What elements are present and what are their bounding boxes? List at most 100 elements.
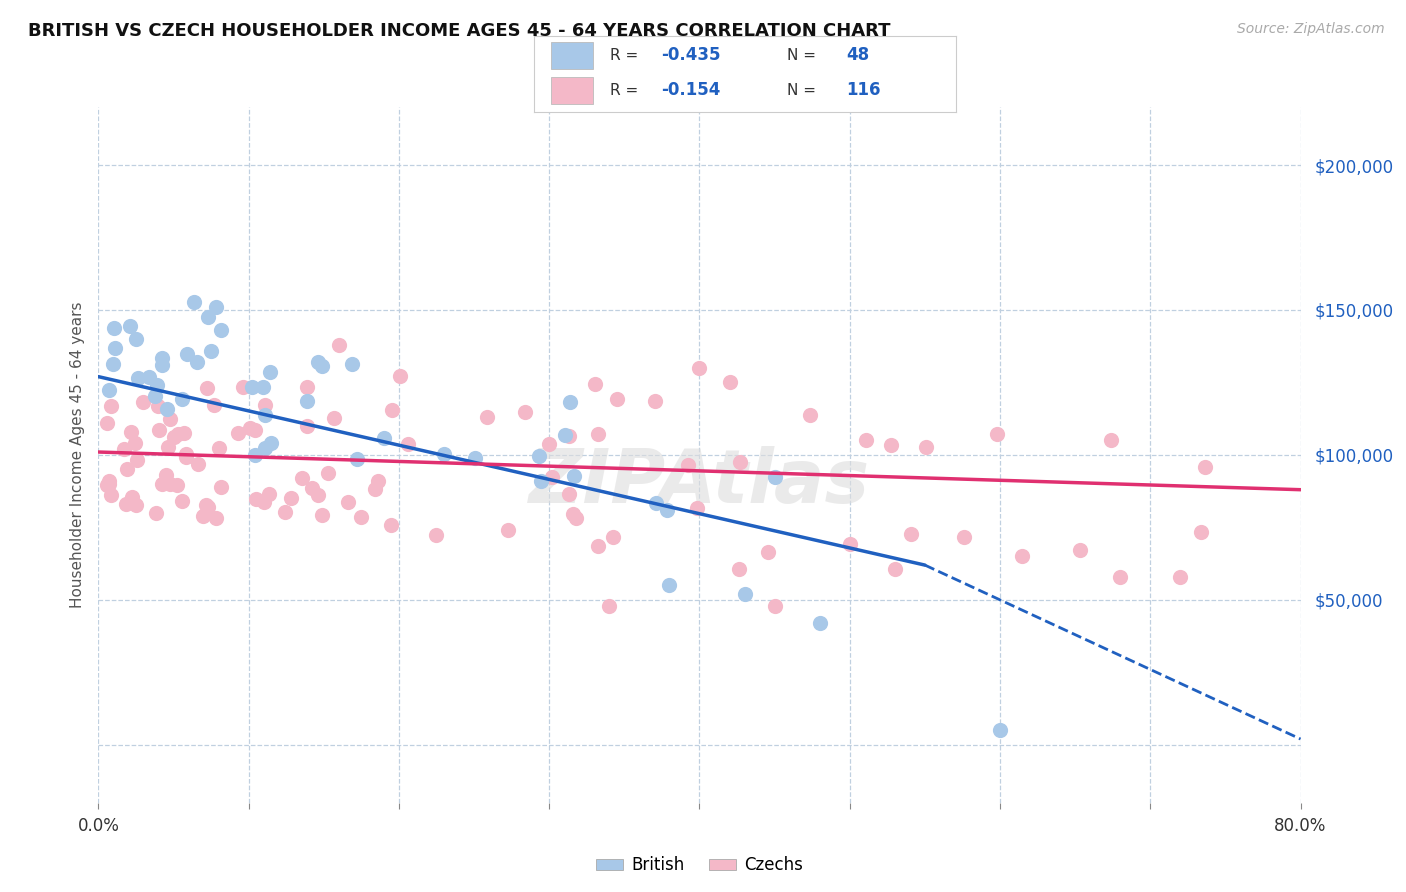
Text: Source: ZipAtlas.com: Source: ZipAtlas.com xyxy=(1237,22,1385,37)
Legend: British, Czechs: British, Czechs xyxy=(596,856,803,874)
Point xyxy=(562,507,585,521)
Point xyxy=(311,508,333,522)
Point xyxy=(988,723,1011,738)
Point xyxy=(328,338,350,352)
Point xyxy=(208,441,231,455)
Point xyxy=(381,403,404,417)
Point xyxy=(195,381,218,395)
Point xyxy=(538,436,561,450)
Text: -0.154: -0.154 xyxy=(661,81,720,99)
Point xyxy=(118,318,141,333)
Point xyxy=(799,408,821,422)
Point xyxy=(163,430,186,444)
Point xyxy=(396,437,419,451)
Point xyxy=(243,423,266,437)
Point xyxy=(541,470,564,484)
Point xyxy=(562,468,585,483)
Point xyxy=(527,449,550,463)
Point xyxy=(148,423,170,437)
Point xyxy=(254,408,277,422)
Point xyxy=(291,471,314,485)
Point xyxy=(513,405,536,419)
Point xyxy=(588,539,610,553)
Point xyxy=(883,562,905,576)
Point xyxy=(202,398,225,412)
Point xyxy=(103,357,125,371)
Point xyxy=(301,481,323,495)
Point xyxy=(1099,434,1122,448)
Point xyxy=(657,502,679,516)
Point xyxy=(763,470,786,484)
Point xyxy=(138,370,160,384)
Text: R =: R = xyxy=(610,48,644,63)
Point xyxy=(170,494,193,508)
Text: N =: N = xyxy=(787,48,821,63)
Point xyxy=(685,500,707,515)
Point xyxy=(295,419,318,434)
Point xyxy=(183,295,205,310)
Point xyxy=(763,599,786,613)
Point xyxy=(953,530,976,544)
Point xyxy=(558,487,581,501)
Text: 116: 116 xyxy=(846,81,882,99)
Point xyxy=(808,615,831,630)
Point xyxy=(253,398,276,412)
Point xyxy=(718,376,741,390)
Point xyxy=(124,498,146,512)
Point xyxy=(240,380,263,394)
Point xyxy=(554,428,576,442)
Point xyxy=(855,434,877,448)
Point xyxy=(606,392,628,406)
Point xyxy=(346,452,368,467)
Point xyxy=(727,562,749,576)
Point xyxy=(496,523,519,537)
Point xyxy=(280,491,302,505)
Point xyxy=(176,450,198,465)
Point xyxy=(645,496,668,510)
Point xyxy=(433,447,456,461)
Point xyxy=(658,578,681,592)
Point xyxy=(880,438,903,452)
Point xyxy=(155,468,177,483)
Point xyxy=(307,355,329,369)
Point xyxy=(103,321,125,335)
Point xyxy=(127,371,149,385)
Point xyxy=(323,411,346,425)
Text: 48: 48 xyxy=(846,46,869,64)
Point xyxy=(644,394,666,409)
Point xyxy=(143,389,166,403)
Point xyxy=(205,510,228,524)
Point xyxy=(245,492,267,507)
Point xyxy=(678,458,700,472)
Point xyxy=(257,486,280,500)
Point xyxy=(900,527,922,541)
Point xyxy=(200,344,222,359)
Point xyxy=(159,477,181,491)
Point xyxy=(166,477,188,491)
Point xyxy=(209,323,232,337)
Point xyxy=(112,442,135,457)
Point xyxy=(172,392,194,407)
Y-axis label: Householder Income Ages 45 - 64 years: Householder Income Ages 45 - 64 years xyxy=(69,301,84,608)
Point xyxy=(252,379,274,393)
Point xyxy=(350,509,373,524)
Point xyxy=(986,427,1008,442)
Point xyxy=(125,332,148,346)
Point xyxy=(115,462,138,476)
Point xyxy=(1170,570,1192,584)
Point xyxy=(132,395,155,409)
Point xyxy=(1194,459,1216,474)
Point xyxy=(425,527,447,541)
Point xyxy=(464,451,486,466)
Point xyxy=(97,477,120,491)
Point xyxy=(97,474,120,488)
Point xyxy=(176,347,198,361)
Point xyxy=(558,429,581,443)
Text: N =: N = xyxy=(787,83,821,98)
Point xyxy=(239,420,262,434)
Point xyxy=(197,310,219,324)
Bar xyxy=(551,42,593,69)
Point xyxy=(253,441,276,455)
Point xyxy=(100,400,122,414)
Point xyxy=(602,530,624,544)
